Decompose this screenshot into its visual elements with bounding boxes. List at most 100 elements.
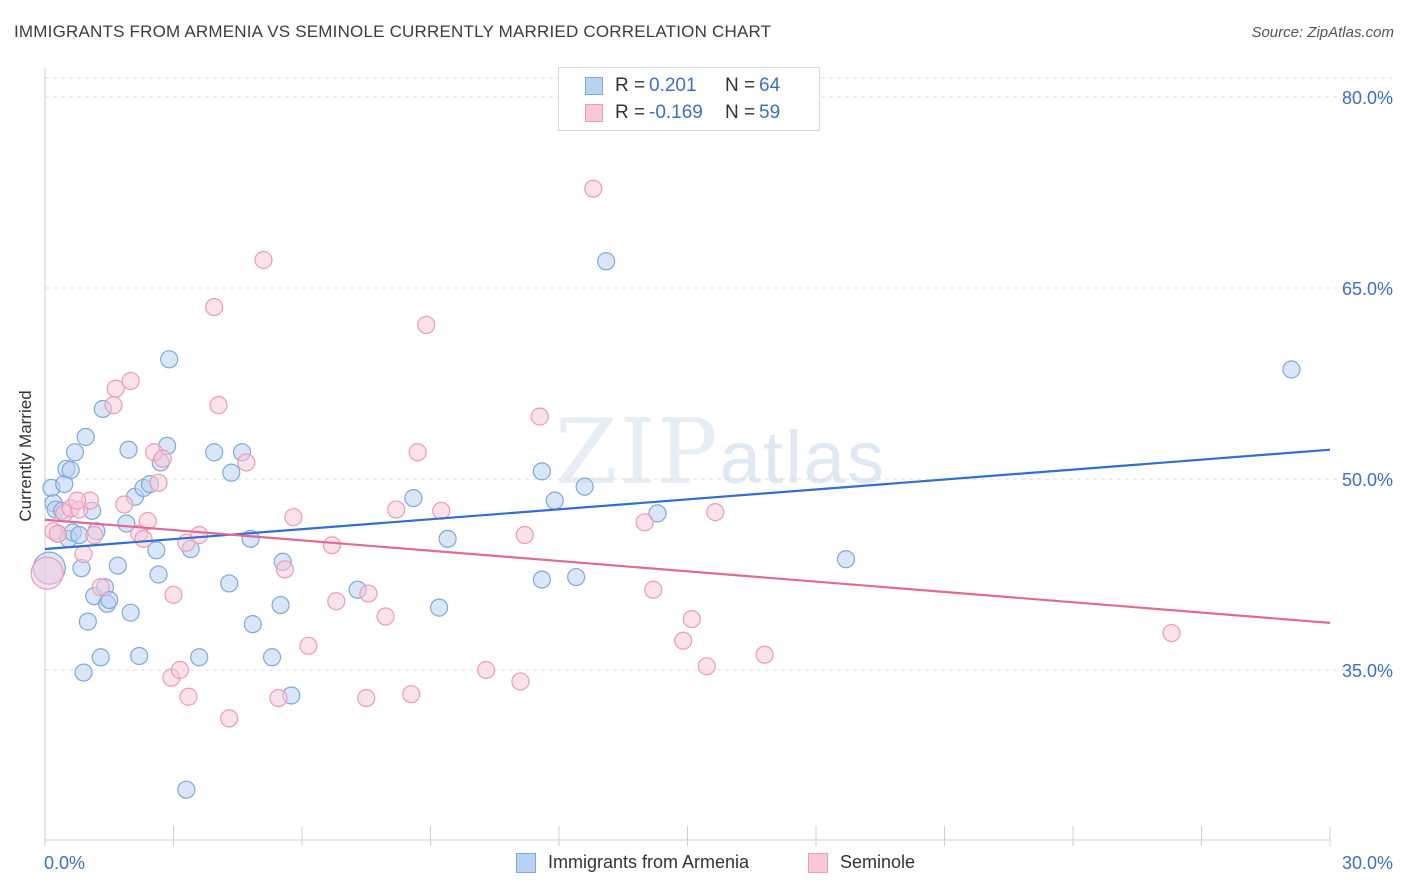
- data-point-seminole: [209, 396, 228, 415]
- data-point-seminole: [402, 685, 421, 704]
- data-point-seminole: [697, 657, 716, 676]
- trend-line-armenia: [44, 448, 1331, 551]
- data-point-seminole: [515, 525, 534, 545]
- r-value: -0.169: [649, 102, 703, 123]
- data-point-armenia: [575, 477, 594, 496]
- y-tick-label: 80.0%: [1342, 88, 1393, 108]
- data-point-seminole: [284, 508, 303, 527]
- data-point-armenia: [545, 491, 564, 510]
- data-point-armenia: [76, 427, 95, 447]
- data-point-seminole: [179, 687, 198, 706]
- data-point-seminole: [170, 660, 190, 680]
- data-point-seminole: [387, 500, 406, 519]
- data-point-armenia: [836, 550, 856, 569]
- data-point-armenia: [1282, 360, 1301, 379]
- data-point-seminole: [584, 179, 603, 198]
- data-point-seminole: [432, 501, 451, 520]
- blue-swatch-icon: [585, 77, 603, 95]
- data-point-armenia: [404, 489, 423, 508]
- data-point-seminole: [1162, 623, 1181, 643]
- data-point-armenia: [149, 565, 168, 584]
- data-point-armenia: [220, 574, 239, 593]
- data-point-seminole: [220, 709, 239, 728]
- data-point-seminole: [138, 511, 157, 531]
- data-point-seminole: [164, 585, 183, 604]
- data-point-seminole: [74, 545, 93, 564]
- data-point-seminole: [149, 473, 168, 492]
- data-point-seminole: [275, 560, 294, 579]
- data-point-armenia: [241, 529, 260, 548]
- data-point-armenia: [222, 463, 241, 482]
- legend-label-armenia: Immigrants from Armenia: [548, 852, 750, 872]
- stats-row-armenia: R = 0.201 N = 64: [585, 74, 780, 98]
- y-tick-label: 35.0%: [1342, 661, 1393, 681]
- r-label: R =: [615, 75, 646, 96]
- data-point-armenia: [78, 612, 97, 631]
- data-point-seminole: [91, 578, 110, 597]
- x-tick-label: 0.0%: [44, 853, 85, 873]
- n-value: 59: [759, 102, 781, 123]
- data-point-armenia: [429, 598, 449, 617]
- data-point-seminole: [682, 609, 701, 629]
- data-point-seminole: [30, 556, 64, 590]
- data-point-armenia: [74, 663, 93, 682]
- data-point-seminole: [104, 396, 123, 415]
- data-point-seminole: [635, 513, 654, 532]
- r-label: R =: [615, 102, 646, 123]
- data-point-seminole: [237, 453, 256, 472]
- data-point-seminole: [674, 631, 693, 650]
- data-point-seminole: [322, 536, 342, 555]
- data-point-armenia: [108, 556, 127, 575]
- data-point-seminole: [511, 672, 530, 691]
- watermark-atlas: atlas: [719, 416, 886, 499]
- data-point-armenia: [271, 595, 290, 615]
- data-point-seminole: [134, 529, 153, 548]
- data-point-armenia: [177, 780, 196, 799]
- data-point-armenia: [243, 615, 262, 634]
- n-value: 64: [759, 75, 781, 96]
- data-point-seminole: [115, 495, 134, 514]
- stats-legend: R = 0.201 N = 64 R = -0.169 N = 59: [558, 67, 820, 131]
- data-point-seminole: [359, 584, 378, 603]
- data-point-seminole: [85, 525, 104, 545]
- data-point-armenia: [648, 504, 667, 523]
- source-label: Source: ZipAtlas.com: [1251, 24, 1394, 41]
- blue-swatch-icon: [516, 852, 536, 873]
- data-point-seminole: [477, 660, 496, 680]
- data-point-armenia: [532, 570, 551, 589]
- data-point-seminole: [48, 524, 67, 543]
- data-point-seminole: [644, 580, 663, 599]
- data-point-armenia: [91, 648, 110, 667]
- y-tick-label: 65.0%: [1342, 279, 1393, 299]
- data-point-seminole: [299, 636, 318, 655]
- data-point-armenia: [100, 590, 119, 610]
- data-point-armenia: [190, 648, 209, 667]
- y-tick-label: 50.0%: [1342, 470, 1393, 490]
- data-point-seminole: [68, 491, 87, 510]
- stats-row-seminole: R = -0.169 N = 59: [585, 101, 780, 125]
- trend-line-seminole: [44, 518, 1331, 624]
- data-point-armenia: [130, 646, 149, 666]
- legend-item-armenia[interactable]: Immigrants from Armenia: [516, 852, 749, 873]
- n-label: N =: [725, 75, 756, 96]
- data-point-seminole: [106, 379, 125, 398]
- data-point-seminole: [530, 407, 549, 426]
- data-point-seminole: [121, 371, 140, 391]
- data-point-seminole: [254, 250, 273, 270]
- data-point-armenia: [262, 648, 282, 667]
- data-point-armenia: [205, 443, 224, 462]
- legend-item-seminole[interactable]: Seminole: [808, 852, 915, 873]
- x-tick-label: 30.0%: [1342, 853, 1393, 873]
- r-value: 0.201: [649, 75, 697, 96]
- data-point-armenia: [119, 440, 138, 459]
- data-point-seminole: [408, 443, 427, 462]
- data-point-seminole: [755, 645, 774, 664]
- data-point-seminole: [327, 592, 346, 611]
- data-point-armenia: [438, 529, 457, 548]
- data-point-seminole: [153, 449, 172, 468]
- data-point-seminole: [205, 298, 224, 317]
- data-point-seminole: [269, 688, 288, 708]
- chart-title: IMMIGRANTS FROM ARMENIA VS SEMINOLE CURR…: [14, 22, 772, 41]
- y-axis-label: Currently Married: [16, 390, 35, 522]
